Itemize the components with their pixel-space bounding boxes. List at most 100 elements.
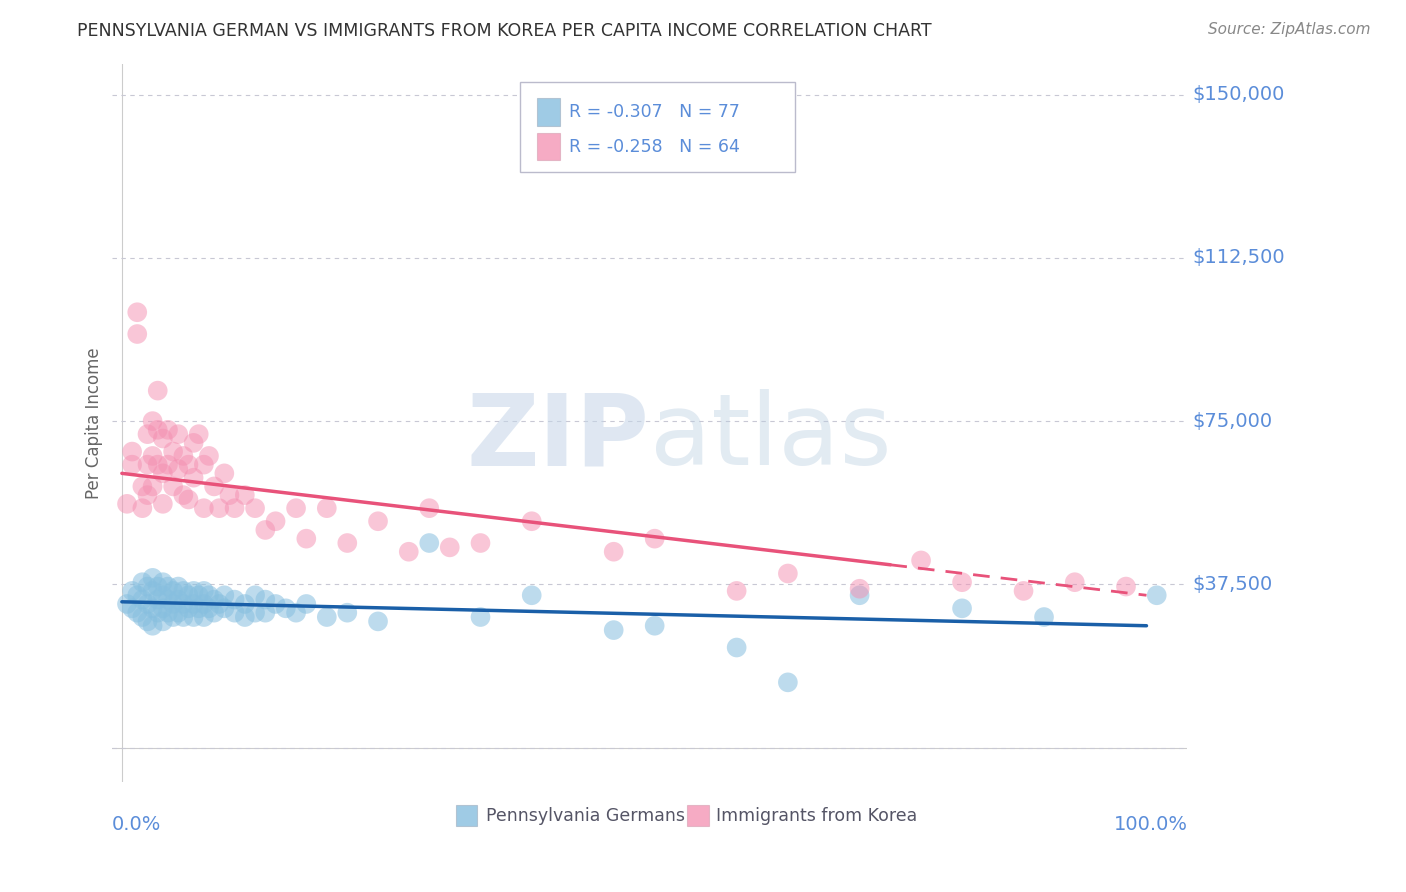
Point	[187, 601, 209, 615]
Point	[172, 583, 194, 598]
Point	[177, 588, 200, 602]
Text: R = -0.258   N = 64: R = -0.258 N = 64	[569, 137, 740, 156]
Point	[115, 597, 138, 611]
Point	[152, 615, 174, 629]
Point	[644, 532, 666, 546]
Point	[146, 423, 169, 437]
Point	[315, 610, 337, 624]
Point	[127, 326, 149, 341]
Point	[172, 610, 194, 624]
Point	[172, 597, 194, 611]
Point	[127, 606, 149, 620]
Point	[183, 597, 205, 611]
Point	[131, 575, 153, 590]
Point	[167, 427, 190, 442]
Text: Immigrants from Korea: Immigrants from Korea	[716, 806, 918, 824]
Point	[146, 458, 169, 472]
Text: $112,500: $112,500	[1192, 248, 1285, 268]
Point	[848, 588, 870, 602]
Point	[644, 619, 666, 633]
Text: $37,500: $37,500	[1192, 574, 1272, 594]
Point	[848, 582, 870, 596]
Point	[162, 597, 184, 611]
Point	[264, 597, 287, 611]
Point	[218, 488, 240, 502]
Point	[131, 610, 153, 624]
Point	[183, 471, 205, 485]
Point	[162, 583, 184, 598]
Point	[162, 479, 184, 493]
Point	[243, 606, 266, 620]
Point	[285, 501, 308, 516]
Point	[254, 592, 277, 607]
Point	[336, 606, 359, 620]
Point	[142, 571, 165, 585]
Point	[418, 536, 440, 550]
Point	[156, 458, 179, 472]
Point	[520, 514, 543, 528]
Point	[136, 597, 159, 611]
Point	[156, 592, 179, 607]
Point	[167, 580, 190, 594]
Point	[121, 444, 143, 458]
Point	[295, 532, 318, 546]
Point	[214, 588, 236, 602]
Point	[172, 488, 194, 502]
Point	[264, 514, 287, 528]
Point	[439, 541, 461, 555]
Point	[224, 501, 246, 516]
Point	[1033, 610, 1056, 624]
Point	[142, 414, 165, 428]
Point	[520, 588, 543, 602]
Bar	[688, 805, 709, 826]
Point	[1115, 580, 1137, 594]
Point	[274, 601, 297, 615]
Point	[418, 501, 440, 516]
Point	[254, 523, 277, 537]
Point	[202, 479, 225, 493]
Point	[127, 588, 149, 602]
Point	[224, 592, 246, 607]
Bar	[537, 98, 560, 126]
Point	[167, 592, 190, 607]
Point	[602, 545, 624, 559]
Text: atlas: atlas	[650, 389, 891, 486]
Point	[142, 449, 165, 463]
Point	[950, 601, 973, 615]
Point	[146, 606, 169, 620]
Text: $75,000: $75,000	[1192, 411, 1272, 431]
Point	[142, 583, 165, 598]
Bar	[456, 805, 478, 826]
Text: 0.0%: 0.0%	[111, 814, 162, 834]
Point	[156, 606, 179, 620]
Point	[121, 583, 143, 598]
Point	[233, 597, 256, 611]
Point	[398, 545, 420, 559]
Point	[198, 449, 221, 463]
Point	[152, 497, 174, 511]
Point	[725, 583, 748, 598]
Point	[142, 479, 165, 493]
Point	[115, 497, 138, 511]
Point	[198, 601, 221, 615]
Point	[156, 580, 179, 594]
Point	[146, 592, 169, 607]
Point	[131, 479, 153, 493]
Point	[177, 458, 200, 472]
Point	[121, 458, 143, 472]
Point	[152, 467, 174, 481]
Point	[470, 610, 492, 624]
Text: ZIP: ZIP	[467, 389, 650, 486]
Text: PENNSYLVANIA GERMAN VS IMMIGRANTS FROM KOREA PER CAPITA INCOME CORRELATION CHART: PENNSYLVANIA GERMAN VS IMMIGRANTS FROM K…	[77, 22, 932, 40]
Point	[183, 610, 205, 624]
Point	[193, 583, 215, 598]
Point	[187, 588, 209, 602]
Point	[214, 467, 236, 481]
Point	[950, 575, 973, 590]
Point	[193, 501, 215, 516]
Point	[776, 675, 799, 690]
Point	[152, 588, 174, 602]
Point	[177, 492, 200, 507]
Point	[172, 449, 194, 463]
Point	[152, 575, 174, 590]
